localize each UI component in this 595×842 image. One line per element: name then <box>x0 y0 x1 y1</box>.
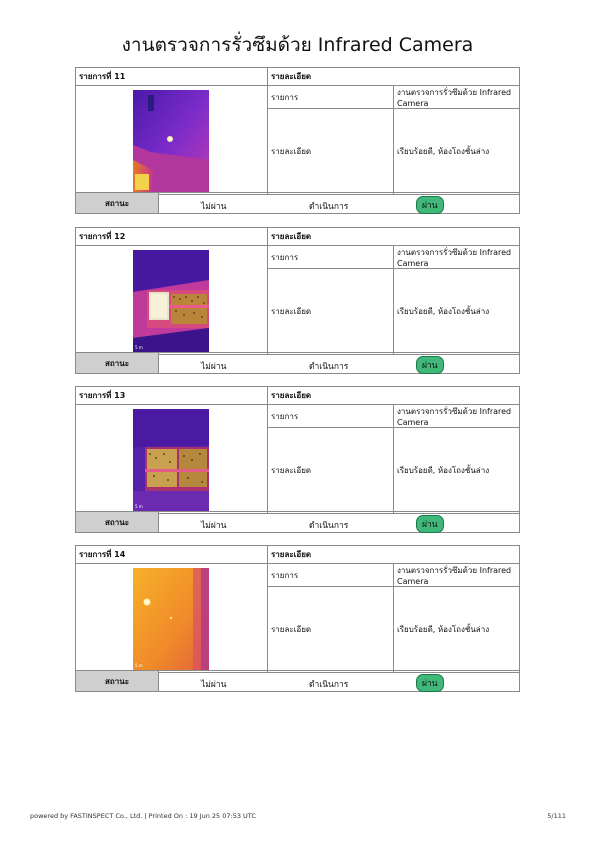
detail-value: เรียบร้อยดี, ห้องโถงชั้นล่าง <box>393 427 520 514</box>
detail-header: รายละเอียด <box>267 545 520 564</box>
status-fail-option[interactable]: ไม่ผ่าน <box>201 521 227 531</box>
item-number: รายการที่ 13 <box>75 386 268 405</box>
status-row: สถานะ ไม่ผ่าน ดำเนินการ ผ่าน <box>75 192 520 214</box>
item-label: รายการ <box>267 245 394 269</box>
item-value: งานตรวจการรั่วซึมด้วย Infrared Camera <box>393 85 520 109</box>
status-in-progress-option[interactable]: ดำเนินการ <box>309 680 349 690</box>
image-scale-label: 5 m <box>135 345 143 350</box>
image-scale-label: 5 m <box>135 504 143 509</box>
inspection-card-13: รายการที่ 13 รายละเอียด <box>75 386 520 534</box>
thermal-image-cell: 5 m <box>75 245 268 355</box>
status-fail-option[interactable]: ไม่ผ่าน <box>201 680 227 690</box>
detail-header: รายละเอียด <box>267 67 520 86</box>
status-fail-option[interactable]: ไม่ผ่าน <box>201 202 227 212</box>
item-value: งานตรวจการรั่วซึมด้วย Infrared Camera <box>393 563 520 587</box>
inspection-card-12: รายการที่ 12 รายละเอียด <box>75 227 520 375</box>
detail-value: เรียบร้อยดี, ห้องโถงชั้นล่าง <box>393 586 520 673</box>
status-pass-badge[interactable]: ผ่าน <box>416 356 444 374</box>
detail-label: รายละเอียด <box>267 268 394 355</box>
footer-credit: powered by FASTINSPECT Co., Ltd. | Print… <box>30 812 256 820</box>
detail-value: เรียบร้อยดี, ห้องโถงชั้นล่าง <box>393 268 520 355</box>
image-scale-label: 5 m <box>135 663 143 668</box>
thermal-image-cell: 5 m <box>75 563 268 673</box>
thermal-image-cell: 5 m <box>75 404 268 514</box>
item-label: รายการ <box>267 563 394 587</box>
item-value: งานตรวจการรั่วซึมด้วย Infrared Camera <box>393 245 520 269</box>
item-number: รายการที่ 12 <box>75 227 268 246</box>
status-pass-badge[interactable]: ผ่าน <box>416 674 444 692</box>
status-label: สถานะ <box>76 671 159 691</box>
status-label: สถานะ <box>76 193 159 213</box>
detail-label: รายละเอียด <box>267 427 394 514</box>
inspection-card-11: รายการที่ 11 รายละเอียด <box>75 67 520 215</box>
status-pass-badge[interactable]: ผ่าน <box>416 515 444 533</box>
detail-label: รายละเอียด <box>267 586 394 673</box>
status-row: สถานะ ไม่ผ่าน ดำเนินการ ผ่าน <box>75 511 520 533</box>
thermal-image-cell <box>75 85 268 195</box>
status-label: สถานะ <box>76 353 159 373</box>
thermal-image[interactable]: 5 m <box>133 568 209 670</box>
item-number: รายการที่ 11 <box>75 67 268 86</box>
status-in-progress-option[interactable]: ดำเนินการ <box>309 202 349 212</box>
detail-header: รายละเอียด <box>267 386 520 405</box>
status-row: สถานะ ไม่ผ่าน ดำเนินการ ผ่าน <box>75 352 520 374</box>
item-value: งานตรวจการรั่วซึมด้วย Infrared Camera <box>393 404 520 428</box>
item-number: รายการที่ 14 <box>75 545 268 564</box>
thermal-image[interactable]: 5 m <box>133 409 209 511</box>
item-label: รายการ <box>267 85 394 109</box>
thermal-image[interactable] <box>133 90 209 192</box>
thermal-image[interactable]: 5 m <box>133 250 209 352</box>
status-fail-option[interactable]: ไม่ผ่าน <box>201 362 227 372</box>
status-pass-badge[interactable]: ผ่าน <box>416 196 444 214</box>
page-number: 5/111 <box>547 812 566 820</box>
detail-header: รายละเอียด <box>267 227 520 246</box>
status-in-progress-option[interactable]: ดำเนินการ <box>309 362 349 372</box>
status-row: สถานะ ไม่ผ่าน ดำเนินการ ผ่าน <box>75 670 520 692</box>
detail-value: เรียบร้อยดี, ห้องโถงชั้นล่าง <box>393 108 520 195</box>
item-label: รายการ <box>267 404 394 428</box>
status-in-progress-option[interactable]: ดำเนินการ <box>309 521 349 531</box>
status-label: สถานะ <box>76 512 159 532</box>
page-title: งานตรวจการรั่วซึมด้วย Infrared Camera <box>121 34 474 56</box>
detail-label: รายละเอียด <box>267 108 394 195</box>
inspection-card-14: รายการที่ 14 รายละเอียด <box>75 545 520 693</box>
